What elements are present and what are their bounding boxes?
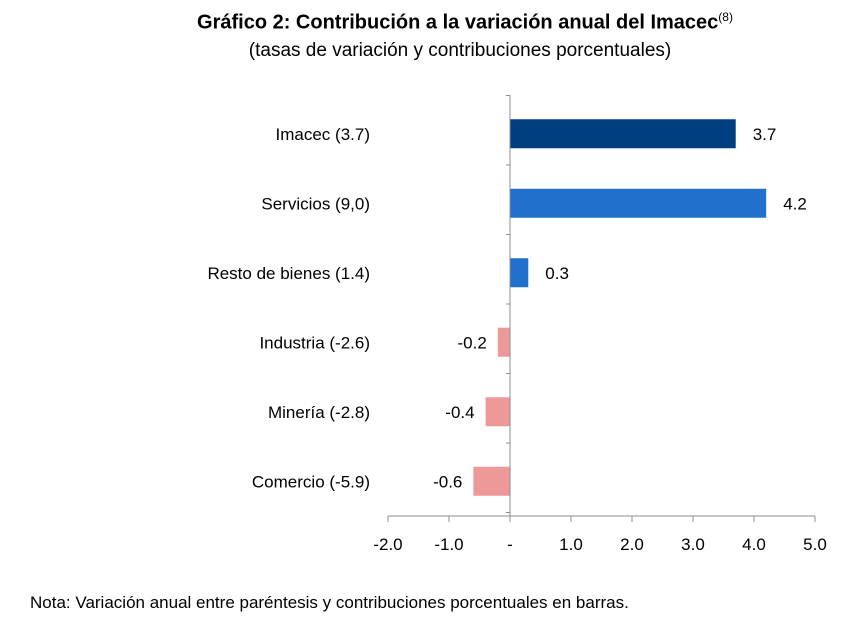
bar-chart: Imacec (3.7) 3.7 Servicios (9,0) 4.2 Resto d… (207, 95, 827, 554)
bar (510, 188, 767, 218)
chart-subtitle: (tasas de variación y contribuciones por… (248, 40, 672, 61)
x-tick-label: -2.0 (373, 535, 402, 554)
category-label: Minería (-2.8) (268, 403, 370, 422)
bar (485, 397, 510, 427)
chart-note: Nota: Variación anual entre paréntesis y… (30, 593, 629, 613)
data-label: 3.7 (753, 125, 777, 144)
bar (473, 466, 510, 496)
bar (497, 327, 510, 357)
category-label: Imacec (3.7) (276, 125, 370, 144)
x-tick-label: 1.0 (559, 535, 583, 554)
note-label: Nota (30, 593, 66, 612)
data-label: -0.4 (445, 403, 474, 422)
x-tick-label: 3.0 (681, 535, 705, 554)
data-label: 0.3 (545, 264, 569, 283)
x-tick-label: 5.0 (803, 535, 827, 554)
x-tick-label: -1.0 (434, 535, 463, 554)
category-label: Industria (-2.6) (259, 333, 370, 352)
chart-title-text: Gráfico 2: Contribución a la variación a… (197, 11, 719, 34)
x-tick-label: 4.0 (742, 535, 766, 554)
category-label: Servicios (9,0) (261, 194, 370, 213)
bar (510, 258, 529, 288)
bar (510, 119, 736, 149)
chart-title-footnote: (8) (718, 10, 733, 24)
category-label: Resto de bienes (1.4) (207, 264, 370, 283)
data-label: -0.2 (458, 333, 487, 352)
x-tick-label: 2.0 (620, 535, 644, 554)
data-label: 4.2 (783, 194, 807, 213)
data-label: -0.6 (433, 472, 462, 491)
chart-title: Gráfico 2: Contribución a la variación a… (0, 10, 855, 35)
x-tick-label: - (507, 535, 513, 554)
category-label: Comercio (-5.9) (252, 472, 370, 491)
note-text: : Variación anual entre paréntesis y con… (65, 593, 629, 612)
